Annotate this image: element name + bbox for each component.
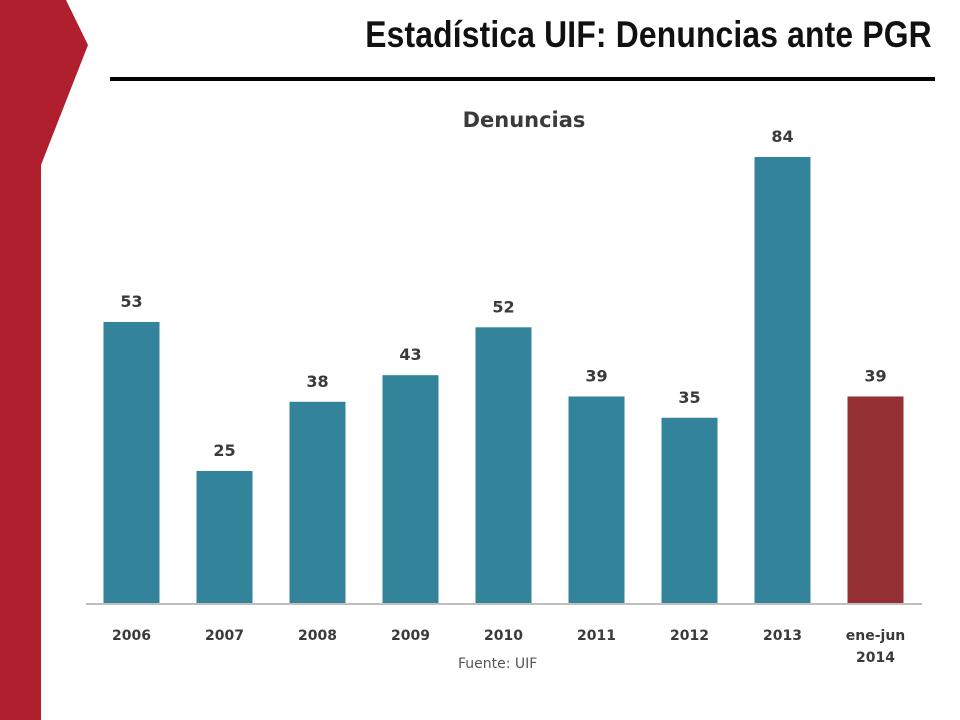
x-tick-label-6: 2012 xyxy=(670,628,709,644)
bar-value-label-8: 39 xyxy=(864,366,886,385)
bar-value-label-2: 38 xyxy=(306,372,328,391)
bar-4 xyxy=(475,327,532,604)
bar-1 xyxy=(196,470,253,604)
bar-5 xyxy=(568,396,625,604)
bar-6 xyxy=(661,417,718,604)
x-tick-label-5: 2011 xyxy=(577,628,616,644)
x-tick-label-4: 2010 xyxy=(484,628,523,644)
x-tick-label-2: 2008 xyxy=(298,628,337,644)
bar-value-label-1: 25 xyxy=(213,441,235,460)
x-tick-labels: 2006 2007 2008 2009 2010 2011 2012 2013 ene-jun 2… xyxy=(112,628,905,666)
red-side-band xyxy=(0,0,88,720)
bar-3 xyxy=(382,375,439,604)
bar-value-label-3: 43 xyxy=(399,345,421,364)
bar-value-label-7: 84 xyxy=(771,127,793,146)
bar-value-label-0: 53 xyxy=(120,292,142,311)
bars-group: 53 25 38 43 52 39 35 84 39 xyxy=(103,127,904,604)
bar-7 xyxy=(754,157,811,604)
bar-value-label-5: 39 xyxy=(585,366,607,385)
bar-8 xyxy=(847,396,904,604)
x-tick-label-0: 2006 xyxy=(112,628,151,644)
bar-value-label-4: 52 xyxy=(492,297,514,316)
slide-title: Estadística UIF: Denuncias ante PGR xyxy=(365,14,932,55)
title-rule xyxy=(110,77,935,81)
source-note: Fuente: UIF xyxy=(458,656,537,672)
x-tick-label-7: 2013 xyxy=(763,628,802,644)
x-tick-label-3: 2009 xyxy=(391,628,430,644)
x-tick-label-8: ene-jun 2014 xyxy=(846,628,906,666)
bar-value-label-6: 35 xyxy=(678,388,700,407)
x-tick-label-1: 2007 xyxy=(205,628,244,644)
bar-2 xyxy=(289,401,346,604)
chart-title: Denuncias xyxy=(463,108,586,132)
bar-0 xyxy=(103,321,160,604)
